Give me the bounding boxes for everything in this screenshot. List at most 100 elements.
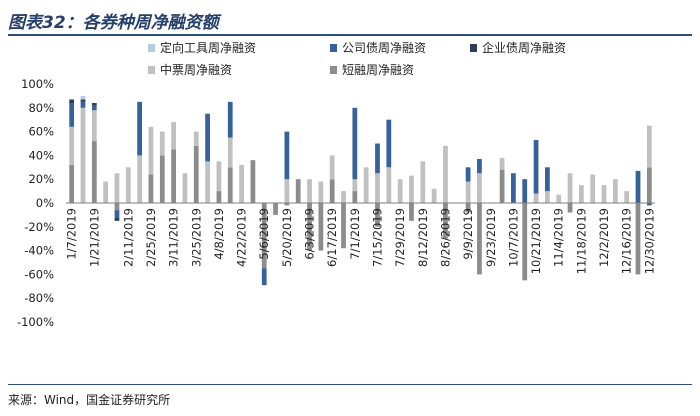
x-tick-label: 7/29/2019 [393,208,407,267]
legend-swatch [148,44,155,52]
bar-segment [465,181,471,203]
bar-segment [69,126,75,165]
bar-segment [556,194,562,203]
footer-rule [8,384,692,385]
bar-segment [80,99,86,102]
bar-segment [477,173,482,203]
bar-segment [612,179,618,203]
bar-segment [239,164,244,203]
bar-segment [624,191,630,203]
bar-segment [352,107,358,180]
bar-segment [601,185,607,203]
bar-segment [69,99,75,104]
bar-segment [341,203,346,249]
legend-item: 企业债周净融资 [470,40,566,55]
bar-segment [69,164,75,203]
legend-swatch [330,44,337,52]
bar-segment [397,179,403,203]
bar-segment [193,145,199,203]
bar-segment [261,268,267,286]
bar-segment [137,155,143,203]
x-tick-label: 5/6/2019 [257,208,271,260]
legend-label: 定向工具周净融资 [160,40,256,55]
bar-segment [182,173,188,203]
legend-item: 定向工具周净融资 [148,40,256,55]
x-tick-label: 10/21/2019 [529,208,543,274]
bar-segment [159,155,165,203]
bar-segment [103,181,109,203]
source-note: 来源：Wind，国金证券研究所 [8,393,171,407]
y-tick-label: 60% [28,125,54,139]
x-tick-label: 9/9/2019 [461,208,475,260]
bar-segment [522,203,528,281]
x-tick-label: 2/11/2019 [121,208,135,267]
bar-segment [420,161,426,203]
bar-segment [477,158,482,174]
bar-segment [352,191,358,203]
bar-segment [171,122,176,150]
bar-segment [499,169,505,203]
legend-label: 中票周净融资 [160,62,232,77]
bar-segment [522,179,528,203]
y-tick-label: 0% [36,196,54,210]
x-tick-label: 12/30/2019 [642,208,656,274]
legend-item: 短融周净融资 [330,63,414,77]
bar-segment [91,141,97,203]
bar-segment [375,143,380,174]
x-tick-label: 4/8/2019 [212,208,226,260]
bar-segment [261,203,267,269]
bar-segment [80,107,86,203]
legend-label: 公司债周净融资 [342,41,426,55]
bar-segment [635,203,641,275]
bar-segment [443,203,448,239]
bar-segment [646,125,652,168]
y-tick-label: -40% [24,244,54,258]
bar-segment [363,167,369,203]
bar-segment [227,137,233,168]
x-tick-label: 1/21/2019 [87,208,101,267]
y-tick-label: 80% [28,101,54,115]
bar-segment [307,203,312,251]
x-tick-label: 6/3/2019 [303,208,317,260]
bar-segment [159,131,165,156]
bar-segment [137,101,143,156]
bar-segment [205,113,210,162]
bar-segment [227,167,233,203]
bar-segment [590,174,596,203]
bar-segment [567,173,573,203]
bar-segment [273,203,278,215]
bar-segment [431,188,437,203]
bar-segment [69,103,75,127]
bar-segment [465,203,471,213]
bar-segment [499,157,505,170]
bars [69,95,652,286]
bar-segment [114,217,120,221]
bar-segment [318,181,324,203]
x-tick-label: 1/7/2019 [65,208,79,260]
bar-segment [91,103,97,106]
y-tick-label: 20% [28,172,54,186]
legend-swatch [148,66,155,74]
y-tick-label: -100% [17,315,54,329]
bar-segment [545,191,550,203]
legend-swatch [470,44,477,52]
bar-segment [114,203,120,211]
bar-segment [511,173,516,203]
bar-segment [409,175,414,203]
bar-segment [216,161,222,192]
bar-segment [148,126,154,175]
bar-segment [341,191,346,203]
x-tick-label: 11/4/2019 [552,208,566,267]
bar-segment [386,119,392,168]
legend-item: 中票周净融资 [148,62,232,77]
bar-segment [80,101,86,108]
bar-segment [284,179,290,203]
x-tick-label: 9/23/2019 [484,208,498,267]
x-tick-label: 6/17/2019 [325,208,339,267]
x-tick-label: 3/25/2019 [189,208,203,267]
bar-segment [646,203,652,206]
bar-segment [533,193,539,203]
bar-segment [125,167,131,203]
x-tick-label: 7/15/2019 [370,208,384,267]
